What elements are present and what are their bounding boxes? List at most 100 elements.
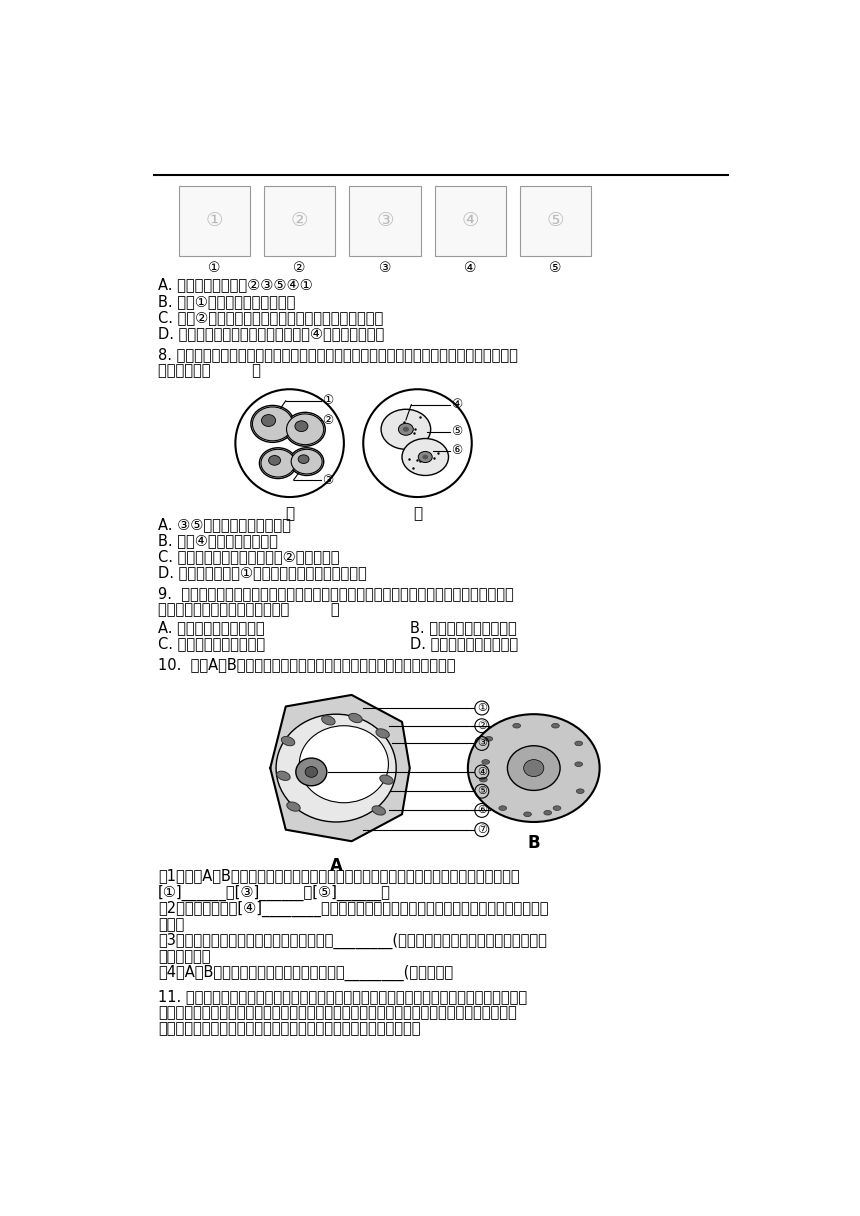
Ellipse shape xyxy=(574,762,582,766)
Ellipse shape xyxy=(298,455,309,463)
Ellipse shape xyxy=(574,741,582,745)
Ellipse shape xyxy=(553,806,561,810)
Text: ③: ③ xyxy=(322,473,334,486)
Bar xyxy=(179,186,250,257)
Text: ②: ② xyxy=(322,413,334,427)
Ellipse shape xyxy=(268,456,280,466)
Ellipse shape xyxy=(381,410,431,449)
Ellipse shape xyxy=(380,775,393,784)
Ellipse shape xyxy=(513,724,520,728)
Bar xyxy=(434,186,506,257)
Text: ①: ① xyxy=(208,260,221,275)
Text: （1）对比A、B两图可以看出，植物细胞除具有与动物细胞相同的基本结构外，一般还具有: （1）对比A、B两图可以看出，植物细胞除具有与动物细胞相同的基本结构外，一般还具… xyxy=(158,868,519,883)
Text: ④: ④ xyxy=(464,260,476,275)
Ellipse shape xyxy=(544,810,551,815)
Text: ③: ③ xyxy=(378,260,391,275)
Text: D. 如果装片中出现气泡，是图中步骤④操作不当导致的: D. 如果装片中出现气泡，是图中步骤④操作不当导致的 xyxy=(158,326,384,342)
Ellipse shape xyxy=(261,449,295,477)
Ellipse shape xyxy=(402,427,409,432)
Text: A: A xyxy=(329,856,342,874)
Text: ①: ① xyxy=(206,212,224,231)
Polygon shape xyxy=(270,694,409,841)
Ellipse shape xyxy=(299,726,389,803)
Text: ④: ④ xyxy=(462,212,479,231)
Text: 11. 显微镜是科学探究过程中常用的一种观察仪器，它能帮助我们从宏观世界走进微观世界。: 11. 显微镜是科学探究过程中常用的一种观察仪器，它能帮助我们从宏观世界走进微观… xyxy=(158,989,527,1004)
Text: （4）A、B细胞中都具有能量转换器的结构是________(填名称）。: （4）A、B细胞中都具有能量转换器的结构是________(填名称）。 xyxy=(158,966,453,981)
Text: ③: ③ xyxy=(376,212,394,231)
Ellipse shape xyxy=(376,728,390,738)
Text: 中心。: 中心。 xyxy=(158,917,184,931)
Text: D. 甲图细胞最外层①的作用是保护和控制物质进出: D. 甲图细胞最外层①的作用是保护和控制物质进出 xyxy=(158,565,366,580)
Text: ④: ④ xyxy=(476,767,487,777)
Ellipse shape xyxy=(372,806,385,815)
Text: ⑥: ⑥ xyxy=(452,444,463,457)
Text: 乙: 乙 xyxy=(413,506,422,522)
Text: ①: ① xyxy=(322,394,334,407)
Text: 9.  在制作人的口腔上皮细胞和洋葱鳞片叶内表皮细胞临时装片时，在载玻片中央分别滴的: 9. 在制作人的口腔上皮细胞和洋葱鳞片叶内表皮细胞临时装片时，在载玻片中央分别滴… xyxy=(158,586,513,602)
Text: （3）紧贴细胞壁内侧的一层极薄的透明膜叫________(填名称），能够控制物质进出细胞，具: （3）紧贴细胞壁内侧的一层极薄的透明膜叫________(填名称），能够控制物质… xyxy=(158,933,547,948)
Text: ⑤: ⑤ xyxy=(476,787,487,796)
Text: ②: ② xyxy=(476,721,487,731)
Text: ③: ③ xyxy=(476,738,487,748)
Ellipse shape xyxy=(281,737,295,745)
Ellipse shape xyxy=(285,412,325,446)
Text: ⑤: ⑤ xyxy=(550,260,562,275)
Text: ⑤: ⑤ xyxy=(452,426,463,438)
Ellipse shape xyxy=(422,455,428,460)
Ellipse shape xyxy=(576,789,584,794)
Text: ②: ② xyxy=(293,260,306,275)
Ellipse shape xyxy=(507,745,560,790)
Ellipse shape xyxy=(286,413,323,445)
Ellipse shape xyxy=(261,415,275,427)
Ellipse shape xyxy=(292,449,322,474)
Text: 不正确的是（         ）: 不正确的是（ ） xyxy=(158,364,261,378)
Text: 10.  如图A和B是植物细胞和动物细胞的结构模式图。请分析回答问题：: 10. 如图A和B是植物细胞和动物细胞的结构模式图。请分析回答问题： xyxy=(158,657,456,672)
Text: ④: ④ xyxy=(452,398,463,411)
Ellipse shape xyxy=(349,714,362,722)
Text: A. ③⑤控制生物的发育和遗传: A. ③⑤控制生物的发育和遗传 xyxy=(158,517,291,533)
Text: A. 正确的操作顺序是②③⑤④①: A. 正确的操作顺序是②③⑤④① xyxy=(158,277,313,293)
Text: C. 西瓜甘甜可口的物质存在于②的细胞液中: C. 西瓜甘甜可口的物质存在于②的细胞液中 xyxy=(158,550,340,564)
Text: ①: ① xyxy=(476,703,487,713)
Ellipse shape xyxy=(253,407,292,441)
Ellipse shape xyxy=(524,760,544,777)
Text: 8. 如图是某同学在显微镜下观察到的番茄果肉细胞甲和人口腔上皮细胞乙的视野，有关叙述: 8. 如图是某同学在显微镜下观察到的番茄果肉细胞甲和人口腔上皮细胞乙的视野，有关… xyxy=(158,347,518,362)
Text: ②: ② xyxy=(291,212,309,231)
Text: [①]______，[③]______，[⑤]______。: [①]______，[③]______，[⑤]______。 xyxy=(158,884,390,901)
Ellipse shape xyxy=(322,716,335,725)
Text: C. 碘液、清水、生理盐水: C. 碘液、清水、生理盐水 xyxy=(158,636,265,652)
Ellipse shape xyxy=(286,801,300,811)
Text: C. 步骤②中滴加的是清水，目的是保持细胞的正常形态: C. 步骤②中滴加的是清水，目的是保持细胞的正常形态 xyxy=(158,310,383,325)
Text: 图一为显微镜的结构示意图；图二为黄瓜叶肉细胞、人口腔上皮细胞结构模式图；图三为制作: 图一为显微镜的结构示意图；图二为黄瓜叶肉细胞、人口腔上皮细胞结构模式图；图三为制… xyxy=(158,1006,517,1020)
Text: （2）细胞结构中，[④]________含有遗传物质，能够传递遗传信息，是细胞生命活动的控制: （2）细胞结构中，[④]________含有遗传物质，能够传递遗传信息，是细胞生… xyxy=(158,901,549,917)
Ellipse shape xyxy=(260,447,297,479)
Text: A. 清水、生理盐水、碘液: A. 清水、生理盐水、碘液 xyxy=(158,620,265,635)
Ellipse shape xyxy=(499,806,507,810)
Text: B. 步骤①中染色用的液体是碘液: B. 步骤①中染色用的液体是碘液 xyxy=(158,294,295,309)
Text: B: B xyxy=(527,833,540,851)
Ellipse shape xyxy=(418,451,433,462)
Ellipse shape xyxy=(402,439,449,475)
Ellipse shape xyxy=(480,777,488,782)
Bar xyxy=(519,186,591,257)
Text: ⑦: ⑦ xyxy=(476,824,487,834)
Ellipse shape xyxy=(295,421,308,432)
Bar xyxy=(264,186,335,257)
Text: 甲: 甲 xyxy=(285,506,294,522)
Text: D. 清水、碘液、生理盐水: D. 清水、碘液、生理盐水 xyxy=(409,636,518,652)
Ellipse shape xyxy=(524,812,531,817)
Ellipse shape xyxy=(305,766,317,777)
Ellipse shape xyxy=(290,447,323,475)
Text: B. 乙图④能控制物质的进出: B. 乙图④能控制物质的进出 xyxy=(158,534,278,548)
Ellipse shape xyxy=(482,760,489,764)
Text: ⑥: ⑥ xyxy=(476,805,487,816)
Text: 有保护作用。: 有保护作用。 xyxy=(158,948,211,964)
Text: ⑤: ⑤ xyxy=(547,212,564,231)
Text: 人的口腔上皮细胞临时装片操作步骤示意图。请据图回答下列问题：: 人的口腔上皮细胞临时装片操作步骤示意图。请据图回答下列问题： xyxy=(158,1021,421,1036)
Ellipse shape xyxy=(251,405,294,443)
Ellipse shape xyxy=(485,737,493,741)
Ellipse shape xyxy=(398,423,414,435)
Text: B. 生理盐水、清水、碘液: B. 生理盐水、清水、碘液 xyxy=(409,620,517,635)
Text: 液体和染色时共用的液体依次是（         ）: 液体和染色时共用的液体依次是（ ） xyxy=(158,603,340,618)
Ellipse shape xyxy=(468,714,599,822)
